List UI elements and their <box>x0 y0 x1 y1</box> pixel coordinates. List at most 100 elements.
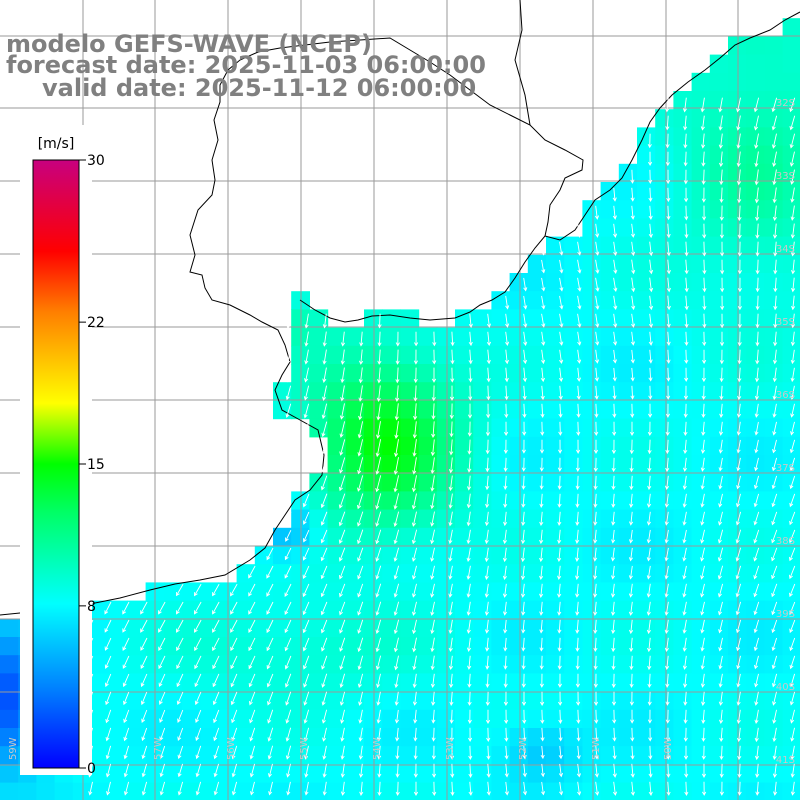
wind-arrow <box>790 403 795 418</box>
wind-cell <box>200 782 219 800</box>
wind-arrow <box>194 583 202 597</box>
wind-arrow <box>736 421 741 436</box>
wind-cell <box>309 582 329 602</box>
wind-arrow <box>683 133 688 149</box>
wind-arrow <box>230 637 238 652</box>
wind-arrow <box>431 403 436 420</box>
wind-arrow <box>431 367 437 383</box>
wind-cell <box>163 618 183 638</box>
wind-cell <box>527 618 547 638</box>
wind-cell <box>436 673 456 693</box>
wind-arrow <box>302 601 310 616</box>
wind-arrow <box>340 331 346 347</box>
wind-arrow <box>594 205 600 220</box>
wind-cell <box>546 564 565 583</box>
wind-arrow <box>449 673 454 689</box>
wind-arrow <box>158 601 166 615</box>
wind-arrow <box>702 241 707 257</box>
wind-arrow <box>539 565 544 581</box>
wind-arrow <box>339 421 346 438</box>
wind-arrow <box>790 709 795 724</box>
wind-cell <box>273 546 292 565</box>
wind-cell <box>436 728 456 747</box>
wind-cell <box>473 673 492 693</box>
wind-cell <box>582 637 602 656</box>
wind-arrow <box>484 619 490 634</box>
wind-arrow <box>358 349 364 365</box>
wind-cell <box>691 728 711 747</box>
wind-cell <box>127 637 147 656</box>
wind-arrow <box>212 619 220 633</box>
wind-cell <box>691 400 711 420</box>
wind-cell <box>673 746 693 765</box>
wind-arrow <box>648 367 653 382</box>
wind-arrow <box>701 763 706 778</box>
wind-cell <box>273 564 292 583</box>
wind-arrow <box>449 421 454 438</box>
wind-arrow <box>577 781 582 796</box>
wind-arrow <box>736 637 741 652</box>
wind-cell <box>364 564 383 583</box>
wind-arrow <box>394 691 399 706</box>
wind-cell <box>618 309 638 329</box>
wind-arrow <box>790 727 795 742</box>
wind-arrow <box>339 619 346 634</box>
wind-cell <box>436 600 456 620</box>
wind-arrow <box>541 241 546 256</box>
wind-cell <box>691 127 711 147</box>
wind-arrow <box>466 565 471 580</box>
wind-arrow <box>394 655 399 671</box>
wind-arrow <box>413 403 418 421</box>
wind-cell <box>709 72 729 92</box>
wind-arrow <box>412 673 417 689</box>
wind-cell <box>491 673 511 693</box>
wind-arrow <box>611 457 616 473</box>
wind-cell <box>691 236 711 256</box>
wind-arrow <box>541 313 546 328</box>
wind-arrow <box>394 439 399 458</box>
wind-cell <box>345 546 365 565</box>
wind-cell <box>746 291 765 310</box>
wind-arrow <box>789 511 796 526</box>
wind-arrow <box>682 655 687 670</box>
wind-cell <box>327 637 347 656</box>
wind-arrow <box>773 241 778 257</box>
wind-arrow <box>123 745 130 760</box>
wind-arrow <box>375 457 382 475</box>
wind-cell <box>728 618 747 638</box>
wind-arrow <box>394 403 399 421</box>
wind-cell <box>618 582 638 602</box>
wind-arrow <box>212 583 220 597</box>
wind-arrow <box>484 565 489 581</box>
wind-cell <box>746 564 765 583</box>
wind-cell <box>327 618 347 638</box>
wind-cell <box>491 618 511 638</box>
wind-cell <box>728 91 747 110</box>
wind-cell <box>709 709 729 729</box>
wind-arrow <box>505 295 510 310</box>
wind-arrow <box>789 115 796 131</box>
wind-cell <box>673 327 693 347</box>
wind-cell <box>728 163 747 183</box>
wind-arrow <box>376 691 381 706</box>
wind-arrow <box>771 97 778 113</box>
wind-arrow <box>736 655 741 670</box>
wind-cell <box>764 509 784 529</box>
wind-arrow <box>611 439 616 455</box>
wind-cell <box>618 163 638 183</box>
wind-arrow <box>700 475 705 490</box>
wind-cell <box>637 364 656 383</box>
wind-cell <box>600 582 620 602</box>
wind-arrow <box>486 745 491 760</box>
wind-cell <box>200 728 219 747</box>
wind-cell <box>655 655 674 674</box>
wind-cell <box>327 691 347 711</box>
wind-cell <box>709 327 729 347</box>
wind-cell <box>400 382 420 401</box>
wind-arrow <box>539 637 544 652</box>
wind-cell <box>546 600 565 620</box>
wind-cell <box>455 382 474 401</box>
wind-arrow <box>684 313 689 329</box>
wind-arrow <box>630 223 636 238</box>
wind-arrow <box>666 223 671 239</box>
